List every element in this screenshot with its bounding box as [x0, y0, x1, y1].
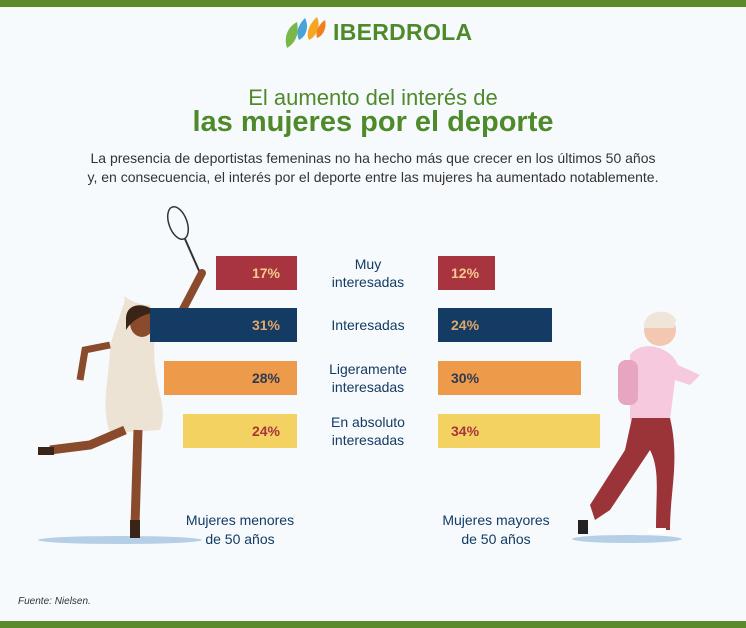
source-note: Fuente: Nielsen.	[18, 596, 91, 607]
category-label-line: Interesadas	[331, 317, 405, 333]
subtitle: La presencia de deportistas femeninas no…	[0, 149, 746, 187]
bar-over-50-3: 34%	[438, 414, 600, 448]
category-label-line: interesadas	[331, 274, 405, 290]
badminton-player-illustration	[38, 205, 206, 544]
bottom-border	[0, 621, 746, 628]
legend-under-50-line-1: Mujeres menores	[185, 512, 295, 528]
bar-under-50-3: 24%	[183, 414, 297, 448]
bar-label: 17%	[251, 265, 280, 281]
bar-over-50-0: 12%	[438, 256, 495, 290]
bar-under-50-1: 31%	[149, 308, 297, 342]
category-label: Muy interesadas	[310, 255, 426, 291]
subtitle-line-2: y, en consecuencia, el interés por el de…	[87, 169, 659, 185]
category-label-line: En absoluto	[331, 414, 405, 430]
title-line-1: El aumento del interés de	[248, 85, 498, 110]
bar-label: 30%	[451, 370, 480, 386]
bar-label: 34%	[451, 423, 480, 439]
legend-over-50-line-2: de 50 años	[461, 531, 531, 547]
bar-label: 24%	[451, 317, 480, 333]
category-label-line: Muy	[354, 256, 382, 272]
category-label-line: Ligeramente	[329, 361, 407, 377]
category-label: En absoluto interesadas	[310, 413, 426, 449]
legend-under-50-line-2: de 50 años	[205, 531, 275, 547]
bar-under-50-2: 28%	[164, 361, 297, 395]
bar-over-50-2: 30%	[438, 361, 581, 395]
bar-label: 24%	[251, 423, 280, 439]
category-label: Interesadas	[310, 316, 426, 334]
bar-over-50-1: 24%	[438, 308, 552, 342]
iberdrola-logo: IBERDROLA	[283, 14, 472, 50]
subtitle-line-1: La presencia de deportistas femeninas no…	[90, 150, 656, 166]
bar-label: 12%	[451, 265, 480, 281]
top-border	[0, 0, 746, 7]
walking-woman-illustration	[572, 311, 700, 543]
bar-label: 28%	[251, 370, 280, 386]
category-label-line: interesadas	[331, 432, 405, 448]
logo-leaves-icon	[285, 17, 326, 48]
logo-text: IBERDROLA	[333, 18, 473, 45]
legend-over-50: Mujeres mayores de 50 años	[416, 511, 576, 549]
bar-label: 31%	[251, 317, 280, 333]
category-label-line: interesadas	[331, 379, 405, 395]
legend-under-50: Mujeres menores de 50 años	[160, 511, 320, 549]
bar-under-50-0: 17%	[216, 256, 297, 290]
title-line-2: las mujeres por el deporte	[192, 106, 554, 138]
category-label: Ligeramente interesadas	[310, 360, 426, 396]
legend-over-50-line-1: Mujeres mayores	[442, 512, 550, 528]
